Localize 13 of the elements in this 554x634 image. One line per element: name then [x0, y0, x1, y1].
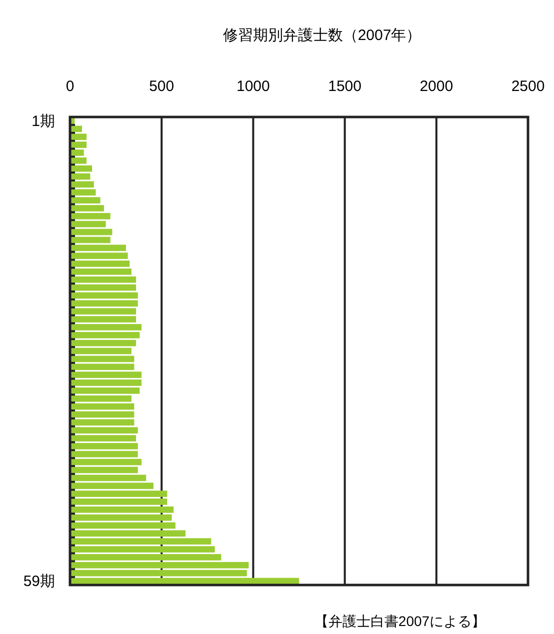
y-tick-label: 59期	[23, 573, 55, 590]
text: 【弁護士白書2007による】	[314, 613, 486, 629]
x-tick-label: 2000	[420, 78, 454, 95]
bar	[71, 348, 132, 354]
x-tick-label: 2500	[511, 78, 545, 95]
x-tick-label: 1000	[236, 78, 270, 95]
x-tick-label: 500	[149, 78, 174, 95]
bar	[71, 522, 176, 529]
x-tick-label: 0	[66, 78, 74, 95]
x-tick-label: 1500	[328, 78, 362, 95]
bar	[71, 173, 90, 180]
chart-title: 修習期別弁護士数（2007年）	[222, 27, 422, 44]
y-tick-label: 1期	[32, 112, 55, 130]
